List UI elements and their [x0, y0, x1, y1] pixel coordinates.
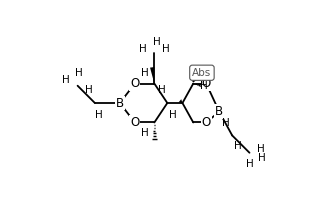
Text: H: H: [169, 110, 177, 120]
Text: B: B: [116, 97, 124, 110]
Text: H: H: [153, 37, 160, 48]
Text: O: O: [130, 77, 140, 90]
Text: H: H: [139, 44, 147, 54]
Text: H: H: [234, 141, 242, 151]
Text: H: H: [141, 128, 149, 138]
Text: O: O: [130, 116, 140, 129]
Text: Abs: Abs: [192, 68, 212, 78]
Text: H: H: [75, 68, 82, 78]
Polygon shape: [178, 99, 183, 103]
Text: H: H: [257, 144, 265, 154]
Text: H: H: [141, 68, 149, 78]
Text: H: H: [222, 118, 230, 128]
Text: H: H: [162, 44, 170, 54]
Text: O: O: [201, 77, 211, 90]
Polygon shape: [150, 67, 154, 84]
Text: H: H: [95, 110, 103, 120]
Text: H: H: [84, 85, 92, 95]
Text: H: H: [158, 85, 166, 95]
Text: B: B: [215, 105, 223, 118]
Text: H: H: [258, 153, 265, 163]
Text: O: O: [201, 116, 211, 129]
Text: H: H: [200, 81, 208, 91]
Text: H: H: [63, 75, 70, 85]
Text: H: H: [245, 159, 253, 169]
